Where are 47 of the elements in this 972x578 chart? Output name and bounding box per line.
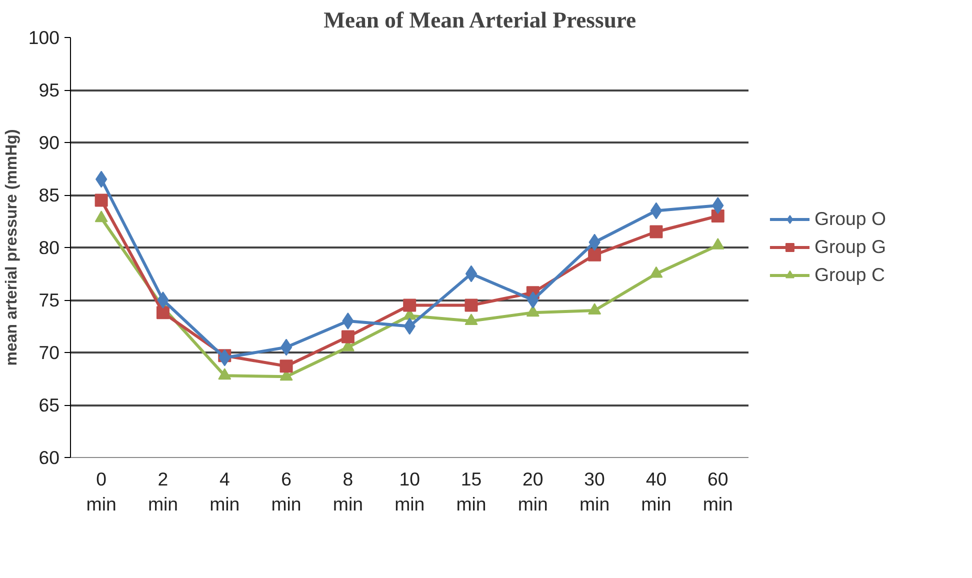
point — [650, 225, 663, 238]
point — [650, 202, 662, 220]
y-tick-label: 75 — [38, 290, 60, 310]
x-tick-label: 20 min — [518, 468, 548, 515]
point — [650, 266, 663, 278]
x-tick-label: 40 min — [641, 468, 672, 515]
point — [95, 170, 108, 188]
point — [464, 314, 478, 325]
x-tick-label: 30 min — [580, 468, 610, 515]
chart-title: Mean of Mean Arterial Pressure — [324, 8, 636, 32]
x-tick-label: 0 min — [86, 468, 116, 515]
point — [711, 210, 724, 222]
y-tick-label: 100 — [28, 27, 60, 48]
x-tick-label: 6 min — [271, 468, 302, 515]
x-tick-label: 8 min — [332, 468, 363, 515]
legend-label: Group C — [814, 264, 885, 286]
legend-label: Group O — [814, 208, 886, 230]
point — [464, 298, 478, 312]
y-tick-label: 90 — [38, 132, 60, 153]
legend-label: Group G — [814, 236, 886, 258]
y-axis-title: mean arterial pressure (mmHg) — [3, 129, 20, 366]
point — [527, 292, 539, 308]
x-tick-label: 4 min — [210, 468, 240, 515]
y-tick-label: 70 — [38, 342, 60, 363]
point — [280, 338, 292, 356]
x-tick-label: 15 min — [456, 468, 486, 515]
point — [526, 305, 540, 317]
point — [341, 330, 354, 344]
y-tick-label: 60 — [38, 447, 60, 468]
x-tick-label: 10 min — [394, 468, 425, 515]
point — [342, 312, 354, 330]
point — [465, 265, 478, 282]
point — [157, 292, 169, 308]
y-tick-label: 85 — [38, 184, 60, 206]
y-tick-label: 95 — [38, 80, 60, 100]
point — [94, 194, 108, 207]
x-tick-label: 2 min — [148, 468, 178, 515]
y-tick-label: 65 — [38, 394, 60, 416]
y-tick-label: 80 — [38, 237, 60, 258]
point — [280, 360, 293, 373]
point — [156, 306, 170, 320]
point — [588, 303, 602, 314]
point — [712, 197, 724, 214]
point — [218, 368, 232, 380]
x-tick-label: 60 min — [702, 468, 733, 515]
point — [588, 248, 602, 262]
point — [403, 298, 416, 312]
